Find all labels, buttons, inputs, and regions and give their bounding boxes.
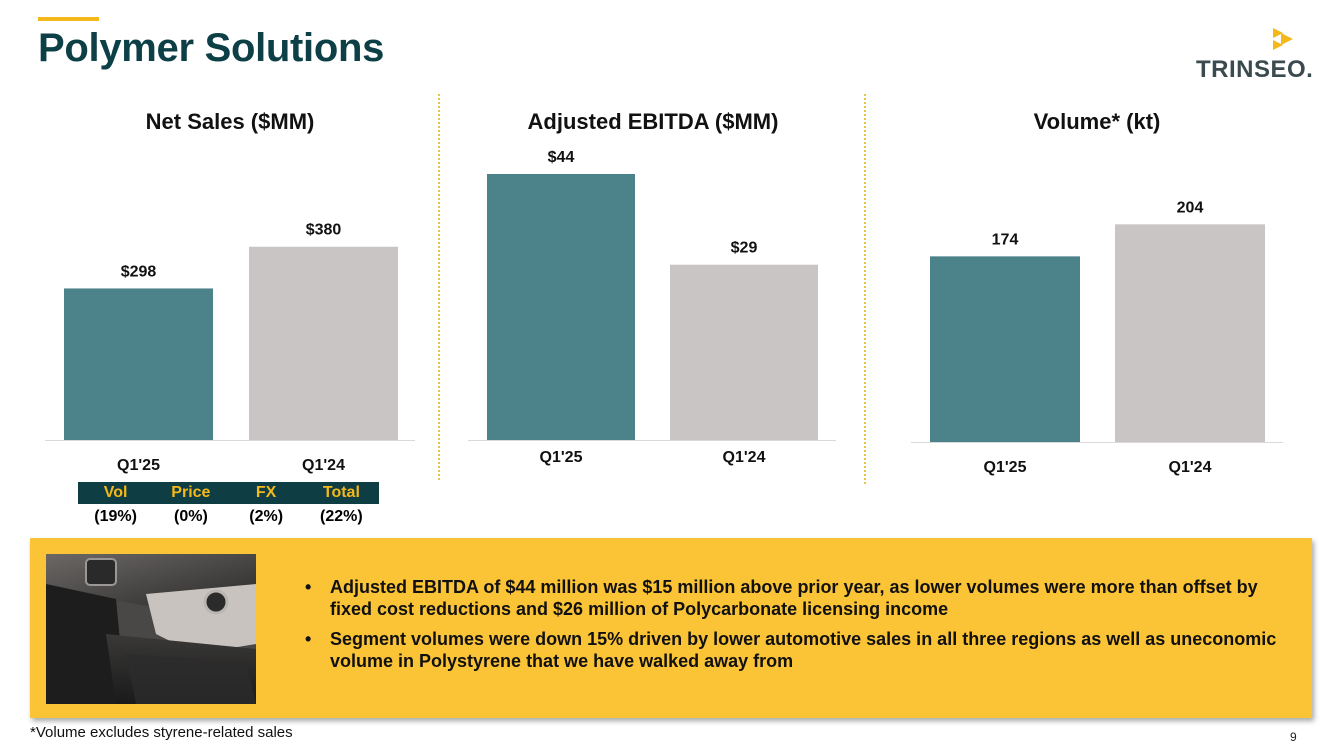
net-sales-value-label-1: $380 bbox=[306, 222, 342, 239]
title-accent-line bbox=[38, 17, 99, 21]
bridge-value-price: (0%) bbox=[173, 508, 208, 525]
bridge-header-total: Total bbox=[322, 484, 360, 501]
chart-title-net-sales: Net Sales ($MM) bbox=[145, 109, 315, 134]
net-sales-bar-1 bbox=[249, 246, 398, 440]
bridge-header-vol: Vol bbox=[103, 484, 128, 501]
bridge-value-total: (22%) bbox=[320, 508, 363, 525]
logo-mark-icon bbox=[1273, 28, 1293, 50]
commentary-bullet: • Segment volumes were down 15% driven by… bbox=[300, 628, 1300, 672]
commentary-banner: • Adjusted EBITDA of $44 million was $15 … bbox=[30, 538, 1312, 718]
trinseo-logo: TRINSEO. bbox=[1193, 26, 1313, 83]
footnote: *Volume excludes styrene-related sales bbox=[30, 724, 293, 741]
bridge-header-price: Price bbox=[171, 484, 211, 501]
net-sales-category-label-1: Q1'24 bbox=[302, 457, 345, 474]
bridge-header-fx: FX bbox=[255, 484, 277, 501]
sales-bridge-values: (19%) (0%) (2%) (22%) bbox=[78, 504, 379, 530]
adjusted-ebitda-category-label-1: Q1'24 bbox=[723, 449, 766, 466]
volume-category-label-0: Q1'25 bbox=[984, 459, 1027, 476]
adjusted-ebitda-value-label-1: $29 bbox=[731, 240, 758, 257]
volume-category-label-1: Q1'24 bbox=[1169, 459, 1212, 476]
adjusted-ebitda-category-label-0: Q1'25 bbox=[540, 449, 583, 466]
adjusted-ebitda-value-label-0: $44 bbox=[548, 149, 575, 166]
sales-bridge-header: Vol Price FX Total bbox=[78, 482, 379, 504]
volume-bar-0 bbox=[930, 256, 1080, 442]
commentary-text: Segment volumes were down 15% driven by … bbox=[330, 629, 1277, 671]
column-divider-left bbox=[438, 94, 440, 480]
chart-title-adjusted-ebitda: Adjusted EBITDA ($MM) bbox=[527, 109, 779, 134]
volume-value-label-0: 174 bbox=[992, 231, 1019, 248]
net-sales-value-label-0: $298 bbox=[121, 263, 157, 280]
net-sales-bar-0 bbox=[64, 288, 213, 440]
logo-text: TRINSEO. bbox=[1196, 56, 1314, 83]
adjusted-ebitda-bar-1 bbox=[670, 264, 818, 440]
car-interior-image bbox=[46, 554, 256, 704]
commentary-bullet: • Adjusted EBITDA of $44 million was $15 … bbox=[300, 576, 1300, 620]
page-number: 9 bbox=[1290, 730, 1297, 744]
bridge-value-fx: (2%) bbox=[249, 508, 284, 525]
car-interior-photo bbox=[46, 554, 256, 704]
bullet-marker: • bbox=[305, 629, 312, 649]
column-divider-right bbox=[864, 94, 866, 484]
adjusted-ebitda-bar-0 bbox=[487, 174, 635, 440]
volume-value-label-1: 204 bbox=[1177, 199, 1204, 216]
commentary-text: Adjusted EBITDA of $44 million was $15 m… bbox=[330, 577, 1258, 619]
commentary-list: • Adjusted EBITDA of $44 million was $15 … bbox=[300, 576, 1300, 680]
volume-bar-1 bbox=[1115, 224, 1265, 442]
page-title: Polymer Solutions bbox=[38, 26, 385, 70]
chart-title-volume: Volume* (kt) bbox=[1033, 109, 1161, 134]
bullet-marker: • bbox=[305, 577, 312, 597]
sales-bridge-table: Vol Price FX Total (19%) (0%) (2%) (22%) bbox=[78, 482, 379, 530]
bridge-value-vol: (19%) bbox=[94, 508, 137, 525]
net-sales-category-label-0: Q1'25 bbox=[117, 457, 160, 474]
